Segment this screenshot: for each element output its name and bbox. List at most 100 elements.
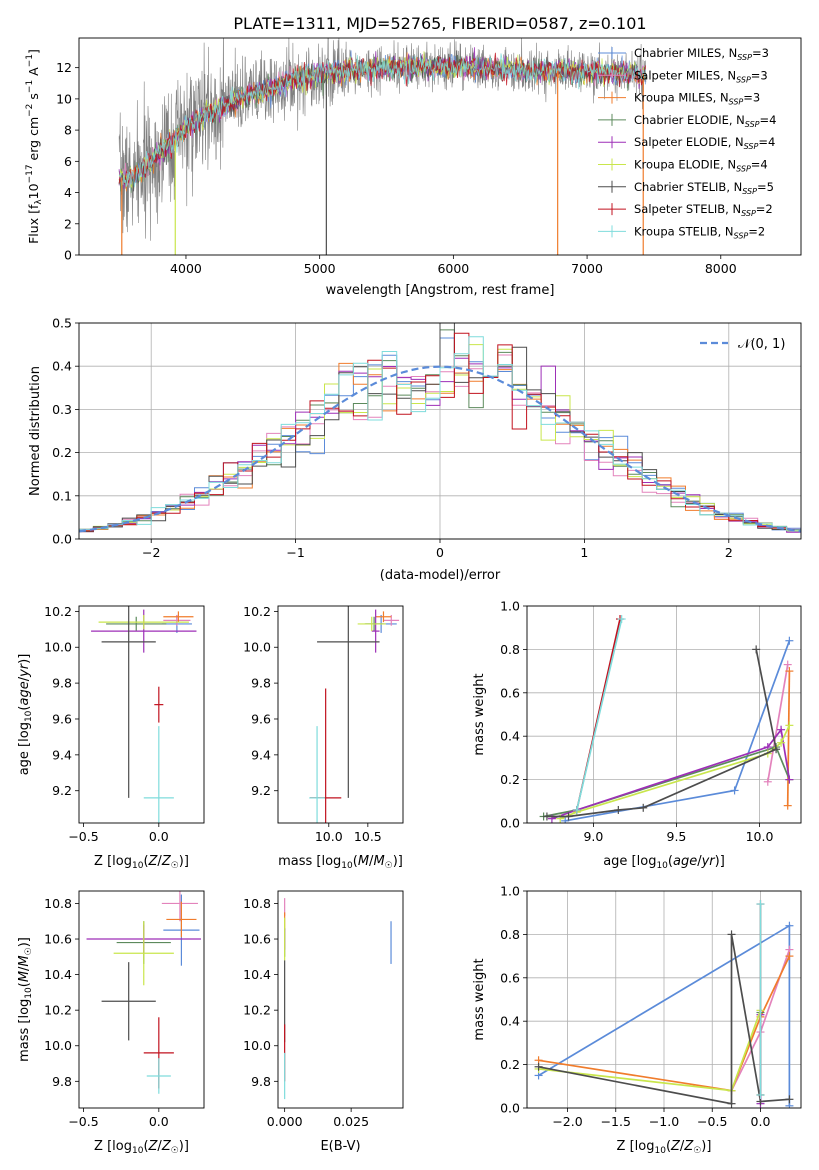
x-tick-label: −0.5 [68, 1114, 98, 1129]
y-tick-label: 9.8 [52, 1074, 72, 1089]
axes-frame [78, 890, 205, 1109]
axes-frame [78, 37, 802, 256]
x-axis-label-part: ( [143, 854, 148, 869]
y-axis-label-part: yr [17, 662, 32, 678]
x-axis-label-part: )] [179, 1139, 189, 1154]
y-tick-label: 10.0 [243, 640, 271, 655]
x-axis-label-part: / [680, 1139, 685, 1154]
x-axis-label-part: Z [log [617, 1139, 655, 1154]
y-tick-label: 0.5 [52, 316, 72, 331]
y-tick-label: 10.0 [44, 1038, 72, 1053]
y-tick-label: 9.2 [52, 783, 72, 798]
axes-frame [78, 605, 205, 824]
x-axis-label-part: M [373, 854, 384, 869]
weight-line-salpeter-elodie [551, 727, 791, 820]
weight-plot-area [539, 615, 794, 823]
spectrum-panel: 4000 5000 6000 7000 8000 0 2 4 6 8 10 12 wavelength … [25, 37, 802, 298]
y-axis-label-part: 10 [24, 987, 34, 999]
x-tick-label: 6000 [437, 261, 469, 276]
legend-label-suffix: =4 [758, 135, 775, 149]
x-axis-label: E(B-V) [320, 1139, 360, 1154]
x-tick-label: −0.5 [697, 1114, 727, 1129]
y-tick-label: 10.2 [243, 604, 271, 619]
y-tick-label: 0.4 [52, 359, 72, 374]
weight-vs-age-panel: 9.0 9.5 10.0 0.0 0.2 0.4 0.6 0.8 1.0 age [log10(a… [472, 599, 802, 871]
x-axis-label-part: Z [161, 1139, 172, 1154]
x-axis-label-part: )] [393, 854, 403, 869]
legend-label-suffix: =2 [756, 202, 773, 216]
x-tick-label: 0.0 [149, 1114, 169, 1129]
weight-vs-metallicity-panel: −2.0 −1.5 −1.0 −0.5 0.0 0.0 0.2 0.4 0.6 0.8 1.0 Z [… [472, 884, 802, 1156]
x-tick-label: 5000 [304, 261, 336, 276]
weight-line-chabrier-miles [565, 640, 791, 822]
axes-frame [526, 890, 802, 1109]
legend-label: Kroupa ELODIE, NSSP=4 [634, 158, 768, 174]
axes-frame [277, 890, 404, 1109]
y-tick-label: 4 [64, 185, 72, 200]
errorbar-plot-area [284, 898, 392, 1100]
x-tick-label: 9.0 [583, 829, 603, 844]
legend-label-sub: SSP [736, 165, 751, 174]
errorbar-plot-area [86, 891, 201, 1094]
y-tick-label: 0.3 [52, 402, 72, 417]
y-axis-label: age [log10(age/yr)] [17, 654, 34, 776]
x-axis-label-part: / [157, 854, 162, 869]
y-tick-label: 10.0 [243, 1038, 271, 1053]
legend-label: Chabrier MILES, NSSP=3 [634, 46, 769, 62]
y-tick-label: 10.2 [44, 1003, 72, 1018]
legend-label: 𝒩(0, 1) [738, 337, 785, 352]
x-axis-label-part: M [358, 854, 369, 869]
legend-label: Chabrier STELIB, NSSP=5 [634, 180, 774, 196]
y-tick-label: 0.4 [500, 1014, 520, 1029]
x-axis-label-part: 10 [132, 1146, 144, 1156]
x-axis-label: Z [log10(Z/Z☉)] [617, 1139, 712, 1156]
y-axis-label-part: )] [17, 937, 32, 947]
legend-label-suffix: =4 [751, 158, 768, 172]
y-tick-label: 9.6 [251, 711, 271, 726]
legend-label: Salpeter MILES, NSSP=3 [634, 68, 768, 84]
x-tick-label: −2 [142, 545, 160, 560]
mass-vs-ebv-panel: 0.000 0.025 9.8 10.0 10.2 10.4 10.6 10.8 E(B-V) [243, 890, 404, 1154]
x-tick-label: 10.0 [746, 829, 774, 844]
x-axis-label-part: Z [148, 1139, 159, 1154]
legend-label-suffix: =4 [760, 113, 777, 127]
normal-reference-curve [79, 365, 801, 533]
legend-label-suffix: =2 [748, 224, 765, 238]
x-axis-label-part: ( [143, 1139, 148, 1154]
x-axis-label-part: ☉ [171, 861, 179, 871]
x-axis-label-part: Z [161, 854, 172, 869]
figure-title: PLATE=1311, MJD=52765, FIBERID=0587, z=0… [233, 14, 646, 33]
x-axis-label-part: )] [179, 854, 189, 869]
legend-label: Kroupa MILES, NSSP=3 [634, 91, 760, 107]
legend-label-main: Kroupa STELIB, N [634, 224, 734, 238]
y-axis-label-part: −2 [25, 104, 35, 117]
x-axis-label-part: Z [log [94, 854, 132, 869]
y-axis-label: mass weight [472, 958, 487, 1040]
legend-label: Chabrier ELODIE, NSSP=4 [634, 113, 776, 129]
y-tick-label: 9.6 [52, 711, 72, 726]
y-tick-label: 10.6 [44, 932, 72, 947]
legend-label-suffix: =3 [751, 68, 768, 82]
weight-line-kroupa-miles [538, 955, 791, 1092]
y-tick-label: 6 [64, 154, 72, 169]
x-axis-label-part: 10 [654, 1146, 666, 1156]
y-axis-label-part: age [log [17, 722, 32, 775]
histogram-chabrier-stelib [79, 323, 801, 533]
y-tick-label: 9.8 [251, 1074, 271, 1089]
errorbar-plot-area [91, 606, 197, 823]
x-tick-label: 9.5 [667, 829, 687, 844]
legend-label-sub: SSP [736, 75, 751, 84]
x-tick-label: 2 [725, 545, 733, 560]
y-axis-label-part: Flux [f [26, 204, 41, 244]
y-axis-label-part: −1 [25, 54, 35, 67]
legend-label-main: Chabrier STELIB, N [634, 180, 742, 194]
axes-frame [277, 605, 404, 824]
legend-label-sub: SSP [745, 120, 760, 129]
x-tick-label: −0.5 [68, 829, 98, 844]
legend-label-suffix: =5 [757, 180, 774, 194]
spectrum-plot-area [118, 38, 647, 255]
y-tick-label: 0.6 [500, 970, 520, 985]
legend-label-sub: SSP [744, 142, 759, 151]
y-tick-label: 8 [64, 123, 72, 138]
